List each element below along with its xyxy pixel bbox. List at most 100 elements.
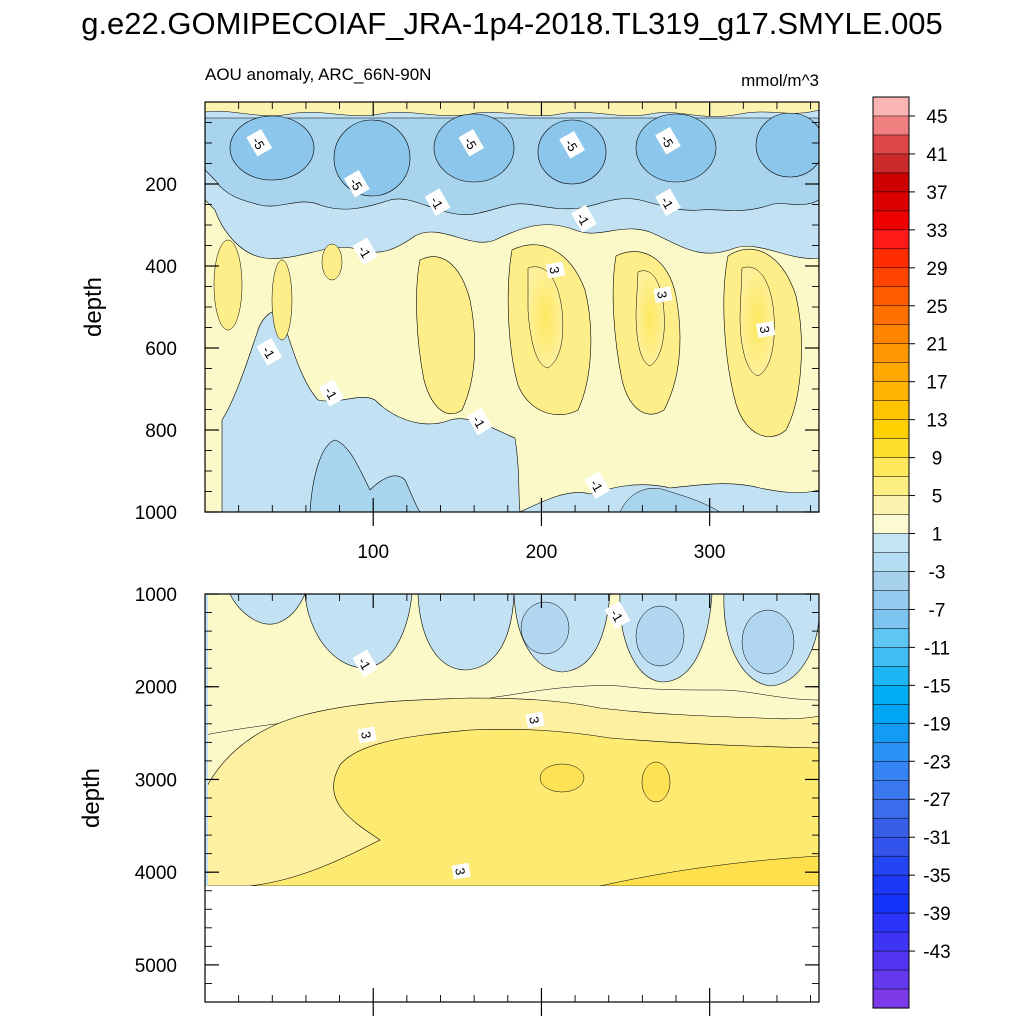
colorbar-tick-label: 13 <box>926 411 947 432</box>
contour-label-box <box>424 188 451 216</box>
contour-label-box <box>451 862 471 880</box>
contour-label-box <box>756 321 776 338</box>
colorbar-swatch <box>872 704 910 724</box>
colorbar-tick-label: 41 <box>926 145 947 166</box>
colorbar: 45 41 37 33 29 25 21 17 13 9 5 1 -3 -7 -11 -15 -19 -23 -27… <box>872 96 951 1009</box>
y-tick-label: 600 <box>145 339 177 360</box>
y-tick-label: 1000 <box>135 503 177 524</box>
colorbar-swatch <box>872 931 910 952</box>
contour-label-box <box>246 128 273 157</box>
contour-label-box <box>352 649 379 678</box>
colorbar-swatch <box>872 286 910 307</box>
contour-label-box <box>466 407 493 436</box>
contour-label-text: 3 <box>452 866 468 876</box>
chart-title: g.e22.GOMIPECOIAF_JRA-1p4-2018.TL319_g17… <box>81 6 943 41</box>
colorbar-swatch <box>872 969 910 990</box>
colorbar-swatch <box>872 552 910 573</box>
contour-label: 3 <box>357 726 377 744</box>
colorbar-swatch <box>872 438 910 459</box>
contour-label: 3 <box>451 862 471 880</box>
colorbar-frame <box>872 96 910 1009</box>
colorbar-swatch <box>872 153 910 174</box>
colorbar-tick-label: -31 <box>923 828 950 849</box>
contour-label-box <box>343 169 370 198</box>
contour-label: -1 <box>571 204 597 233</box>
colorbar-swatch <box>872 950 910 971</box>
colorbar-swatch <box>872 115 910 136</box>
colorbar-swatch <box>872 267 910 288</box>
y-tick-label: 200 <box>145 175 177 196</box>
colorbar-swatch <box>872 780 910 800</box>
contour-label-box <box>318 379 345 407</box>
contour-label-text: 3 <box>757 325 773 335</box>
colorbar-tick-label: -43 <box>923 942 950 963</box>
colorbar-swatch <box>872 685 910 705</box>
contour-label: -1 <box>352 237 379 266</box>
colorbar-swatch <box>872 96 910 117</box>
colorbar-swatch <box>872 647 910 667</box>
colorbar-tick-label: -7 <box>929 600 946 621</box>
contour-label-box <box>655 126 681 155</box>
contour-label: -1 <box>424 188 451 216</box>
y-tick-label: 2000 <box>135 678 177 699</box>
contour-label-box <box>357 726 377 744</box>
colorbar-swatch <box>872 229 910 250</box>
colorbar-swatch <box>872 874 910 895</box>
x-tick-label: 100 <box>357 542 389 563</box>
colorbar-swatch <box>872 514 910 535</box>
contour-label-box <box>256 338 283 366</box>
contour-label-text: 3 <box>526 715 542 725</box>
colorbar-tick-label: 33 <box>926 221 947 242</box>
colorbar-swatch <box>872 855 910 876</box>
colorbar-swatch <box>872 419 910 440</box>
colorbar-tick-label: 29 <box>926 259 947 280</box>
x-tick-label: 200 <box>526 542 558 563</box>
colorbar-swatch <box>872 248 910 269</box>
contour-label-box <box>571 204 597 233</box>
contour-label: -1 <box>352 649 379 678</box>
colorbar-swatch <box>872 134 910 155</box>
contour-label: -5 <box>343 169 370 198</box>
contour-label: -5 <box>246 128 273 157</box>
colorbar-swatch <box>872 210 910 231</box>
contour-label-box <box>352 237 379 266</box>
colorbar-tick-label: 21 <box>926 335 947 356</box>
colorbar-swatch <box>872 305 910 326</box>
contour-label: 3 <box>756 321 776 338</box>
contour-label: -5 <box>655 126 681 155</box>
colorbar-tick-label: -19 <box>923 714 950 735</box>
contour-label-box <box>545 261 565 279</box>
colorbar-swatch <box>872 609 910 629</box>
colorbar-tick-label: -15 <box>923 676 950 697</box>
y-tick-label: 800 <box>145 421 177 442</box>
colorbar-tick-label: -11 <box>924 638 950 659</box>
colorbar-swatch <box>872 723 910 743</box>
contour-label: 3 <box>525 711 545 729</box>
colorbar-tick-label: -39 <box>923 904 950 925</box>
colorbar-tick-label: 5 <box>932 487 943 508</box>
below-seafloor-region <box>205 886 819 1002</box>
contour-label-box <box>584 471 611 499</box>
contour-label-box <box>653 286 673 303</box>
y-tick-label: 1000 <box>135 585 177 606</box>
colorbar-tick-label: -35 <box>923 866 950 887</box>
colorbar-swatch <box>872 324 910 345</box>
colorbar-swatch <box>872 590 910 610</box>
colorbar-tick-label: 9 <box>932 449 943 470</box>
colorbar-swatch <box>872 381 910 402</box>
contour-label: -1 <box>318 379 345 407</box>
contour-label-box <box>559 131 586 159</box>
colorbar-swatch <box>872 817 910 838</box>
colorbar-tick-label: 45 <box>926 107 947 128</box>
contour-label: 3 <box>545 261 565 279</box>
y-tick-label: 3000 <box>135 770 177 791</box>
y-tick-label: 400 <box>145 257 177 278</box>
colorbar-swatch <box>872 343 910 364</box>
contour-label: -1 <box>466 407 493 436</box>
deep-y-axis-title: depth <box>78 768 105 828</box>
y-tick-label: 4000 <box>135 863 177 884</box>
colorbar-swatch <box>872 191 910 212</box>
upper-y-axis-title: depth <box>80 277 107 337</box>
colorbar-swatch <box>872 172 910 193</box>
